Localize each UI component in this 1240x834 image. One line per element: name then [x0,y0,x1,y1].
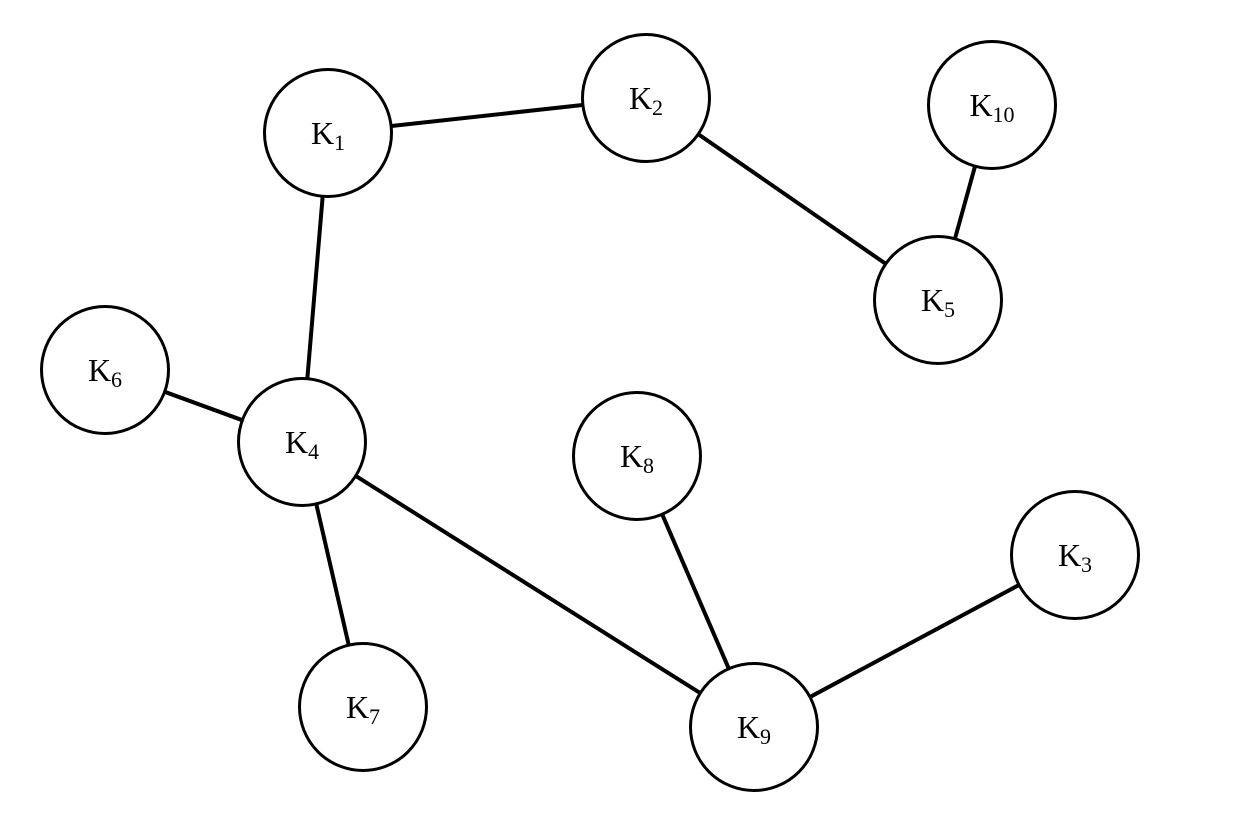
node-label-sub-K8: 8 [643,453,654,479]
node-label-main-K7: K [346,689,369,726]
node-K8: K8 [572,391,702,521]
node-label-K4: K4 [285,424,319,461]
node-label-main-K2: K [629,80,652,117]
node-label-sub-K2: 2 [652,95,663,121]
node-label-main-K5: K [921,282,944,319]
node-label-sub-K3: 3 [1081,552,1092,578]
node-label-K8: K8 [620,438,654,475]
node-label-main-K8: K [620,438,643,475]
node-label-K1: K1 [311,115,345,152]
node-K3: K3 [1010,490,1140,620]
graph-canvas: K1K2K10K5K6K4K8K3K7K9 [0,0,1240,834]
node-label-main-K6: K [88,352,111,389]
node-K9: K9 [689,662,819,792]
node-label-K7: K7 [346,689,380,726]
node-label-main-K1: K [311,115,334,152]
edge-K1-K2 [393,105,582,126]
node-label-sub-K6: 6 [111,367,122,393]
node-label-K10: K10 [969,87,1014,124]
node-label-main-K4: K [285,424,308,461]
node-K1: K1 [263,68,393,198]
node-label-sub-K5: 5 [944,297,955,323]
node-label-main-K3: K [1058,537,1081,574]
node-label-K6: K6 [88,352,122,389]
node-label-sub-K1: 1 [334,130,345,156]
node-label-K9: K9 [737,709,771,746]
node-label-K3: K3 [1058,537,1092,574]
node-label-sub-K4: 4 [308,439,319,465]
edge-K1-K4 [307,198,322,377]
node-label-main-K9: K [737,709,760,746]
node-K5: K5 [873,235,1003,365]
node-label-sub-K9: 9 [760,724,771,750]
node-label-sub-K10: 10 [993,102,1015,128]
edge-K2-K5 [699,135,884,263]
node-label-main-K10: K [969,87,992,124]
edge-K5-K10 [955,168,974,238]
edge-K4-K7 [317,505,349,643]
node-label-sub-K7: 7 [369,704,380,730]
node-K7: K7 [298,642,428,772]
node-label-K2: K2 [629,80,663,117]
edge-K6-K4 [166,392,241,419]
node-K10: K10 [927,40,1057,170]
edge-K9-K3 [811,586,1017,697]
node-K2: K2 [581,33,711,163]
edge-K8-K9 [663,516,728,668]
node-label-K5: K5 [921,282,955,319]
node-K4: K4 [237,377,367,507]
node-K6: K6 [40,305,170,435]
